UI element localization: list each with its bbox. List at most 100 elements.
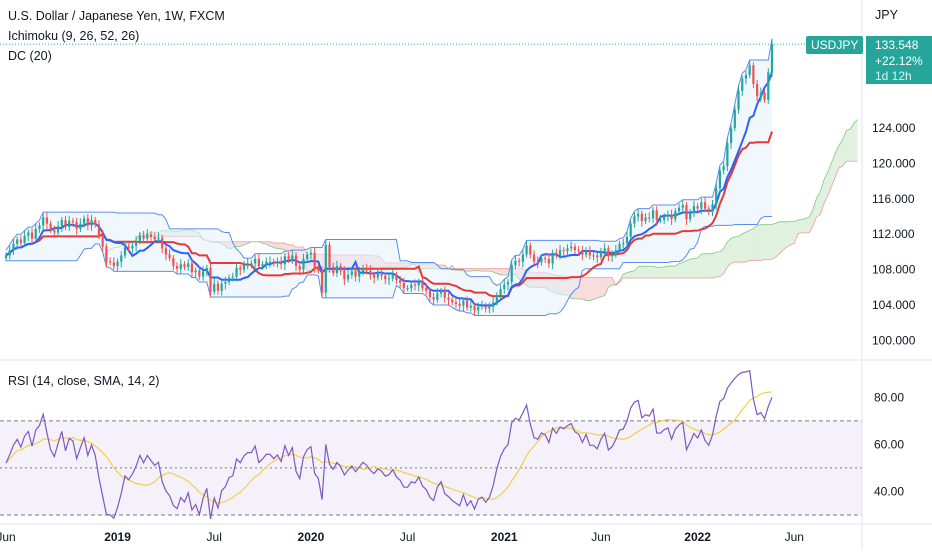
price-tick-label: 108.000 bbox=[872, 263, 916, 277]
candle-body bbox=[573, 246, 577, 251]
candle-body bbox=[172, 258, 175, 267]
ichimoku-cloud-segment bbox=[701, 253, 706, 278]
candle-body bbox=[406, 288, 409, 290]
ichimoku-cloud-segment bbox=[500, 268, 505, 275]
candle-body bbox=[581, 251, 584, 255]
candle-body bbox=[674, 211, 677, 220]
candle-body bbox=[235, 267, 238, 277]
candle-body bbox=[246, 263, 249, 266]
rsi-tick-label: 80.00 bbox=[874, 390, 904, 404]
candle-body bbox=[756, 83, 759, 97]
ichimoku-cloud-segment bbox=[441, 265, 445, 269]
donchian-upper bbox=[5, 38, 773, 287]
candle-body bbox=[231, 276, 234, 278]
candle-body bbox=[94, 220, 97, 225]
candle-body bbox=[291, 255, 294, 260]
candle-body bbox=[380, 274, 383, 276]
candle-body bbox=[373, 274, 376, 278]
candle-body bbox=[272, 261, 275, 264]
candle-body bbox=[90, 220, 93, 226]
ichimoku-cloud-segment bbox=[842, 130, 847, 167]
rsi-tick-label: 40.00 bbox=[874, 484, 904, 498]
candle-body bbox=[532, 254, 536, 262]
candle-body bbox=[644, 217, 647, 221]
candle-body bbox=[637, 213, 640, 217]
candle-body bbox=[68, 220, 71, 228]
candle-body bbox=[283, 256, 286, 265]
candle-body bbox=[715, 188, 718, 205]
donchian-legend[interactable]: DC (20) bbox=[8, 49, 52, 63]
candle-body bbox=[458, 304, 461, 306]
candle-body bbox=[250, 263, 253, 265]
candle-body bbox=[34, 228, 37, 239]
ichimoku-cloud-segment bbox=[738, 233, 743, 263]
candle-body bbox=[369, 270, 372, 275]
ichimoku-cloud-segment bbox=[593, 277, 598, 300]
candle-body bbox=[346, 274, 350, 280]
ichimoku-cloud-segment bbox=[716, 251, 720, 278]
candle-body bbox=[499, 289, 502, 296]
candle-body bbox=[744, 75, 748, 79]
candle-body bbox=[384, 275, 387, 280]
ichimoku-cloud-segment bbox=[467, 268, 471, 272]
candle-body bbox=[707, 208, 710, 212]
ichimoku-cloud-segment bbox=[243, 241, 248, 246]
candle-body bbox=[116, 261, 119, 267]
candle-body bbox=[187, 263, 190, 267]
candle-body bbox=[503, 284, 506, 290]
candle-body bbox=[53, 229, 56, 233]
candle-body bbox=[677, 207, 681, 212]
price-tick-label: 116.000 bbox=[872, 192, 915, 206]
candle-body bbox=[213, 283, 216, 292]
ichimoku-cloud-segment bbox=[277, 243, 282, 249]
ichimoku-cloud-segment bbox=[236, 241, 241, 247]
candle-body bbox=[56, 226, 60, 233]
candle-body bbox=[313, 252, 316, 267]
donchian-lower bbox=[6, 216, 772, 317]
ichimoku-cloud-segment bbox=[749, 228, 754, 261]
candle-body bbox=[703, 202, 707, 209]
candle-body bbox=[127, 246, 130, 249]
rsi-tick-label: 60.00 bbox=[874, 437, 904, 451]
candle-body bbox=[566, 248, 569, 252]
candle-body bbox=[268, 261, 272, 263]
rsi-legend[interactable]: RSI (14, close, SMA, 14, 2) bbox=[8, 374, 160, 388]
candle-body bbox=[711, 204, 714, 212]
ichimoku-cloud-segment bbox=[831, 153, 836, 187]
ichimoku-cloud-segment bbox=[816, 191, 821, 217]
candle-body bbox=[741, 78, 744, 91]
ichimoku-cloud-segment bbox=[824, 172, 828, 204]
candle-body bbox=[603, 248, 606, 252]
candle-body bbox=[254, 258, 257, 264]
candle-body bbox=[592, 255, 595, 257]
ichimoku-cloud-segment bbox=[656, 267, 661, 278]
ichimoku-cloud-segment bbox=[690, 258, 694, 278]
candle-body bbox=[439, 290, 443, 294]
rsi-line bbox=[5, 369, 773, 520]
ichimoku-cloud-segment bbox=[838, 139, 843, 168]
ichimoku-cloud-segment bbox=[504, 268, 508, 276]
ichimoku-cloud-segment bbox=[794, 220, 799, 244]
candle-body bbox=[339, 266, 342, 271]
candle-body bbox=[335, 266, 339, 274]
ichimoku-legend[interactable]: Ichimoku (9, 26, 52, 26) bbox=[8, 29, 140, 43]
ichimoku-cloud-segment bbox=[270, 241, 274, 248]
candle-body bbox=[287, 256, 290, 260]
candle-body bbox=[399, 280, 402, 283]
candle-body bbox=[547, 258, 551, 264]
candle-body bbox=[454, 302, 458, 305]
time-tick-label: 2022 bbox=[684, 530, 711, 544]
candle-body bbox=[332, 266, 335, 274]
ichimoku-cloud-segment bbox=[786, 221, 791, 248]
candle-body bbox=[495, 295, 498, 303]
ichimoku-cloud-segment bbox=[693, 257, 698, 278]
candle-body bbox=[618, 243, 621, 251]
ichimoku-cloud-segment bbox=[671, 266, 676, 278]
candle-body bbox=[153, 236, 156, 240]
chart-title[interactable]: U.S. Dollar / Japanese Yen, 1W, FXCM bbox=[8, 9, 225, 23]
candle-body bbox=[726, 143, 729, 167]
ichimoku-cloud-segment bbox=[719, 248, 724, 277]
candle-body bbox=[320, 270, 324, 293]
